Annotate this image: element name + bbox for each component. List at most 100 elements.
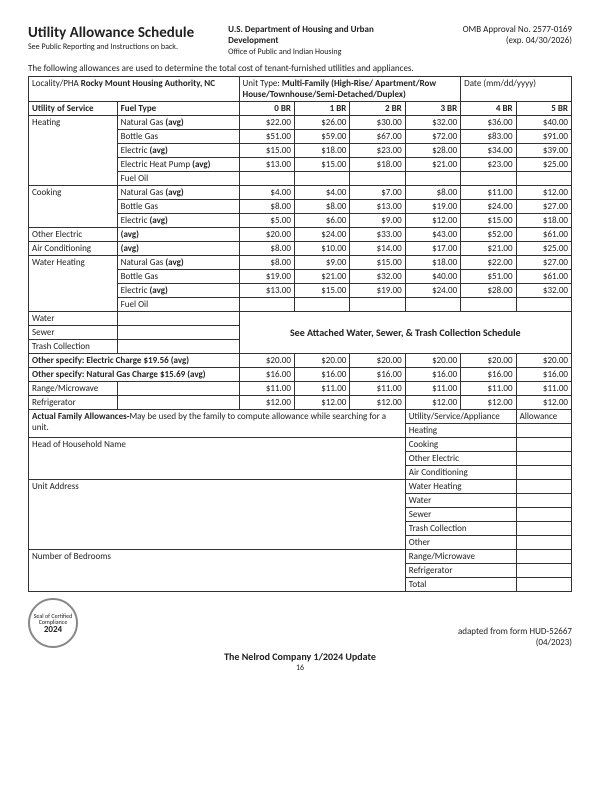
cell [516,298,571,312]
cell: $13.00 [239,284,294,298]
cell: $8.00 [239,200,294,214]
fuel-label: Fuel Oil [117,298,239,312]
cell: $21.00 [461,242,516,256]
usa-line: Heating [405,424,516,438]
cell: $8.00 [294,200,349,214]
allow-cell [516,564,571,578]
cell [350,172,405,186]
cell: $11.00 [239,382,294,396]
usa-line: Cooking [405,438,516,452]
seal-year: 2024 [44,625,62,634]
unittype-label: Unit Type: [243,78,280,89]
col-2br: 2 BR [350,102,405,116]
allow-cell [516,452,571,466]
fuel-label: Natural Gas (avg) [117,186,239,200]
allow-cell [516,424,571,438]
locality-cell: Locality/PHA Rocky Mount Housing Authori… [29,77,240,102]
cell: $4.00 [239,186,294,200]
allow-cell [516,508,571,522]
cell: $27.00 [516,256,571,270]
actual-title: Actual Family Allowances-May be used by … [29,410,406,438]
cell: $26.00 [294,116,349,130]
compliance-seal-icon: Seal of Certified Compliance 2024 [28,598,78,648]
cell: $36.00 [461,116,516,130]
cell: $24.00 [461,200,516,214]
cell: $32.00 [516,284,571,298]
cell: $24.00 [405,284,460,298]
allowance-table: Locality/PHA Rocky Mount Housing Authori… [28,76,572,592]
service-range: Range/Microwave [29,382,118,396]
cell: $32.00 [405,116,460,130]
allow-cell [516,536,571,550]
col-4br: 4 BR [461,102,516,116]
cell: $19.00 [405,200,460,214]
usa-line: Other Electric [405,452,516,466]
cell: $8.00 [239,242,294,256]
table-row: Number of Bedrooms Range/Microwave [29,550,572,564]
service-water: Water [29,312,118,326]
service-sewer: Sewer [29,326,118,340]
usa-line: Water [405,494,516,508]
allow-cell [516,480,571,494]
allow-cell [516,522,571,536]
service-cooking: Cooking [29,186,118,228]
cell: $20.00 [461,354,516,368]
cell: $11.00 [461,186,516,200]
intro-text: The following allowances are used to det… [28,63,572,74]
cell: $5.00 [239,214,294,228]
service-trash: Trash Collection [29,340,118,354]
cell: $11.00 [461,382,516,396]
fuel-label: Natural Gas (avg) [117,116,239,130]
table-row: Other specify: Natural Gas Charge $15.69… [29,368,572,382]
cell: $20.00 [239,354,294,368]
cell: $91.00 [516,130,571,144]
cell: $39.00 [516,144,571,158]
cell: $33.00 [350,228,405,242]
fuel-label: Bottle Gas [117,200,239,214]
table-row: Other Electric (avg) $20.00$24.00$33.00$… [29,228,572,242]
cell: $22.00 [461,256,516,270]
adapted-date: (04/2023) [536,637,572,648]
usa-line: Refrigerator [405,564,516,578]
table-row: Heating Natural Gas (avg) $22.00$26.00$3… [29,116,572,130]
cell: $11.00 [516,382,571,396]
actual-title-bold: Actual Family Allowances- [32,411,129,422]
cell: $27.00 [516,200,571,214]
cell: $15.00 [461,214,516,228]
allow-cell [516,438,571,452]
usa-line: Trash Collection [405,522,516,536]
num-bedrooms-cell: Number of Bedrooms [29,550,406,592]
cell: $16.00 [516,368,571,382]
service-ac: Air Conditioning [29,242,118,256]
cell: $23.00 [461,158,516,172]
service-heating: Heating [29,116,118,186]
allowance-header: Allowance [516,410,571,424]
fuel-label: (avg) [117,242,239,256]
cell: $13.00 [239,158,294,172]
usa-line: Water Heating [405,480,516,494]
cell: $19.00 [239,270,294,284]
cell [405,172,460,186]
empty-cell [117,382,239,396]
adapted-block: adapted from form HUD-52667 (04/2023) [458,626,572,648]
table-row: Water See Attached Water, Sewer, & Trash… [29,312,572,326]
cell: $43.00 [405,228,460,242]
cell [239,298,294,312]
omb-block: OMB Approval No. 2577-0169 (exp. 04/30/2… [442,24,572,46]
dept-line1: U.S. Department of Housing and Urban [228,24,374,35]
hoh-cell: Head of Household Name [29,438,406,480]
cell: $61.00 [516,270,571,284]
cell: $6.00 [294,214,349,228]
omb-exp: (exp. 04/30/2026) [506,35,572,46]
cell: $28.00 [461,284,516,298]
other-specify-2: Other specify: Natural Gas Charge $15.69… [29,368,240,382]
department-block: U.S. Department of Housing and Urban Dev… [228,24,408,57]
usa-line: Sewer [405,508,516,522]
cell: $13.00 [350,200,405,214]
cell: $12.00 [461,396,516,410]
cell: $20.00 [239,228,294,242]
cell: $20.00 [516,354,571,368]
omb-num: OMB Approval No. 2577-0169 [463,24,572,35]
cell [294,298,349,312]
cell: $16.00 [461,368,516,382]
